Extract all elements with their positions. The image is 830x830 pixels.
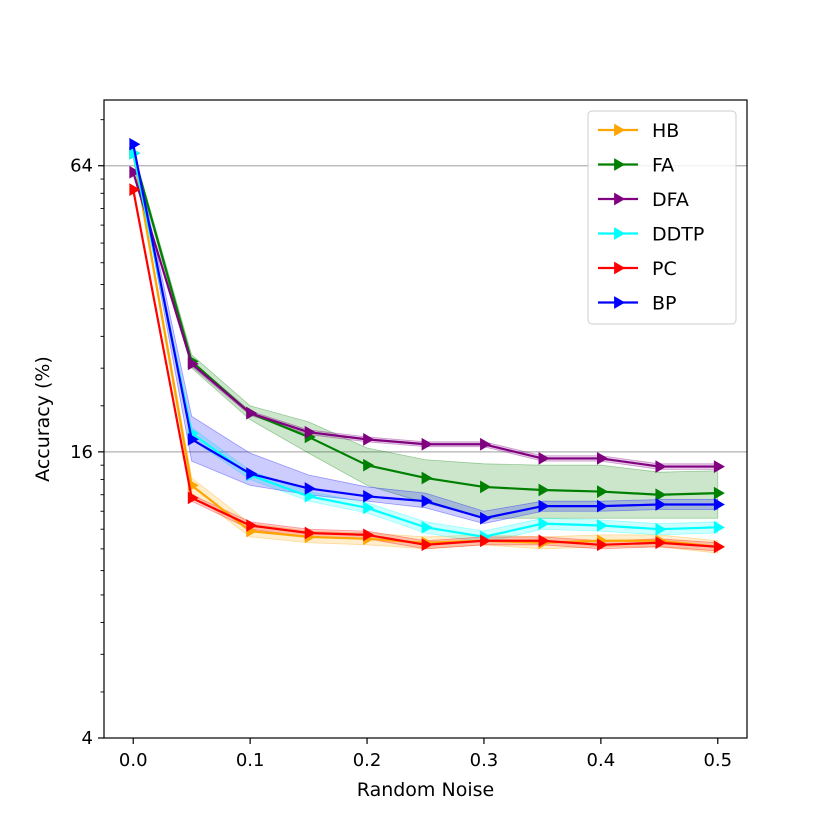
band-bp: [132, 142, 719, 525]
x-tick-label: 0.5: [703, 750, 732, 771]
marker-fa: [421, 471, 433, 485]
x-tick-label: 0.0: [119, 750, 148, 771]
marker-pc: [187, 491, 199, 505]
marker-bp: [655, 498, 667, 511]
marker-pc: [421, 538, 433, 552]
marker-bp: [421, 494, 433, 508]
band-hb: [132, 150, 719, 554]
marker-fa: [480, 480, 492, 494]
marker-pc: [304, 526, 316, 540]
marker-bp: [246, 467, 258, 480]
marker-ddtp: [304, 489, 316, 503]
x-tick-label: 0.4: [587, 750, 616, 771]
marker-bp: [713, 498, 725, 511]
marker-bp: [187, 432, 199, 446]
marker-bp: [363, 489, 375, 503]
y-tick-label: 16: [70, 442, 93, 463]
legend-label: HB: [652, 120, 679, 142]
series-bp: [129, 137, 725, 525]
y-axis-label: Accuracy (%): [32, 356, 54, 482]
marker-pc: [538, 534, 550, 548]
marker-dfa: [187, 357, 199, 371]
marker-bp: [304, 482, 316, 495]
marker-fa: [538, 483, 550, 497]
x-tick-label: 0.3: [470, 750, 499, 771]
marker-bp: [596, 499, 608, 513]
legend-label: DDTP: [652, 224, 704, 246]
marker-pc: [363, 528, 375, 542]
legend-marker: [614, 296, 626, 309]
legend-marker: [614, 261, 626, 275]
marker-dfa: [304, 425, 316, 439]
marker-dfa: [596, 452, 608, 465]
legend-item-ddtp: DDTP: [598, 224, 704, 246]
marker-dfa: [538, 452, 550, 465]
marker-ddtp: [421, 520, 433, 534]
marker-fa: [363, 458, 375, 472]
band-ddtp: [132, 150, 719, 544]
marker-ddtp: [596, 519, 608, 532]
legend: HB FA DFA DDTP PC BP: [587, 110, 737, 325]
x-tick-label: 0.2: [353, 750, 382, 771]
legend-marker: [614, 192, 626, 206]
marker-pc: [480, 534, 492, 548]
series-dfa: [129, 165, 725, 473]
x-axis-label: Random Noise: [357, 779, 494, 801]
legend-item-pc: PC: [598, 258, 677, 280]
series-lines: [129, 137, 725, 554]
legend-label: BP: [652, 293, 677, 315]
marker-pc: [246, 519, 258, 532]
x-tick-label: 0.1: [236, 750, 265, 771]
marker-bp: [538, 499, 550, 513]
legend-label: PC: [652, 258, 677, 280]
plot-area-frame: [103, 99, 748, 739]
marker-ddtp: [713, 520, 725, 534]
y-tick-label: 64: [70, 156, 93, 177]
marker-dfa: [713, 460, 725, 473]
axes: 0.0 0.1 0.2 0.3 0.4 0.5 4 16 64: [70, 119, 732, 771]
marker-pc: [655, 536, 667, 550]
legend-marker: [614, 158, 626, 171]
marker-dfa: [480, 437, 492, 451]
legend-marker: [614, 123, 626, 137]
legend-item-hb: HB: [598, 120, 679, 142]
marker-fa: [655, 488, 667, 502]
y-tick-label: 4: [82, 728, 93, 749]
legend-marker: [614, 227, 626, 240]
legend-label: FA: [652, 155, 674, 177]
marker-ddtp: [655, 522, 667, 536]
marker-pc: [129, 183, 141, 197]
legend-item-bp: BP: [598, 293, 677, 315]
marker-pc: [713, 540, 725, 554]
marker-dfa: [246, 406, 258, 420]
marker-fa: [596, 485, 608, 498]
marker-dfa: [363, 432, 375, 446]
legend-item-dfa: DFA: [598, 189, 689, 211]
marker-bp: [480, 511, 492, 525]
marker-ddtp: [363, 501, 375, 515]
marker-dfa: [129, 165, 141, 179]
legend-label: DFA: [652, 189, 689, 211]
marker-bp: [129, 137, 141, 151]
legend-item-fa: FA: [598, 155, 674, 177]
marker-ddtp: [538, 517, 550, 531]
marker-pc: [596, 538, 608, 552]
series-pc: [129, 183, 725, 554]
marker-dfa: [655, 460, 667, 473]
marker-fa: [713, 486, 725, 500]
marker-dfa: [421, 437, 433, 451]
